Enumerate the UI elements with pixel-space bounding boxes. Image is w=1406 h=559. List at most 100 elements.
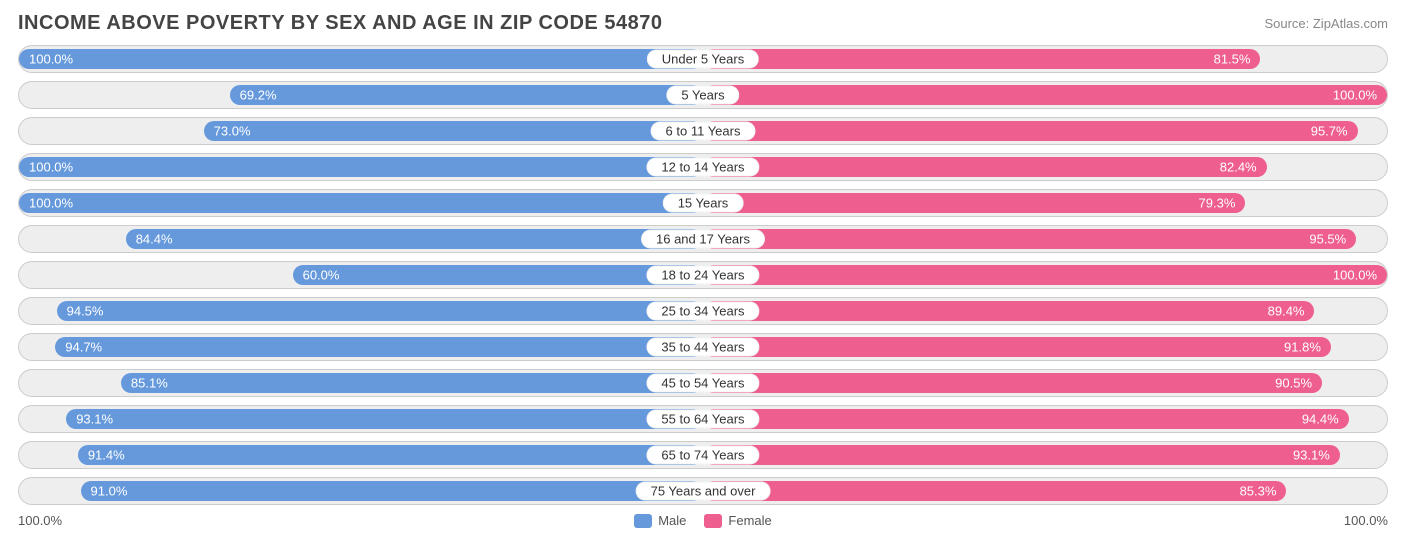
category-label: 16 and 17 Years [641, 230, 765, 249]
female-half: 93.1% [703, 442, 1387, 468]
male-half: 85.1% [19, 370, 703, 396]
legend-male-label: Male [658, 513, 686, 528]
female-value-label: 89.4% [1258, 304, 1315, 319]
female-half: 90.5% [703, 370, 1387, 396]
chart-row: 60.0% 100.0% 18 to 24 Years [18, 261, 1388, 289]
male-value-label: 94.7% [55, 340, 112, 355]
source-label: Source: ZipAtlas.com [1264, 16, 1388, 31]
axis-right-label: 100.0% [1344, 513, 1388, 528]
chart-row: 94.5% 89.4% 25 to 34 Years [18, 297, 1388, 325]
female-half: 85.3% [703, 478, 1387, 504]
male-value-label: 73.0% [204, 124, 261, 139]
male-value-label: 84.4% [126, 232, 183, 247]
female-half: 100.0% [703, 262, 1387, 288]
female-half: 82.4% [703, 154, 1387, 180]
category-label: 12 to 14 Years [646, 158, 759, 177]
male-value-label: 100.0% [19, 52, 83, 67]
chart-row: 100.0%79.3%15 Years [18, 189, 1388, 217]
male-bar [78, 445, 703, 465]
chart-container: INCOME ABOVE POVERTY BY SEX AND AGE IN Z… [0, 0, 1406, 559]
female-value-label: 95.5% [1299, 232, 1356, 247]
male-bar [204, 121, 703, 141]
male-half: 100.0% [19, 154, 703, 180]
female-bar [703, 373, 1322, 393]
category-label: 15 Years [663, 194, 744, 213]
female-bar [703, 157, 1267, 177]
male-bar [126, 229, 703, 249]
female-bar [703, 445, 1340, 465]
female-value-label: 79.3% [1189, 196, 1246, 211]
male-half: 73.0% [19, 118, 703, 144]
female-value-label: 100.0% [1323, 268, 1387, 283]
male-bar [19, 49, 703, 69]
chart-row: 85.1% 90.5% 45 to 54 Years [18, 369, 1388, 397]
male-bar [293, 265, 703, 285]
chart-footer: 100.0% Male Female 100.0% [18, 513, 1388, 528]
female-value-label: 94.4% [1292, 412, 1349, 427]
male-half: 94.5% [19, 298, 703, 324]
male-bar [121, 373, 703, 393]
legend-item-male: Male [634, 513, 686, 528]
axis-left-label: 100.0% [18, 513, 62, 528]
male-value-label: 60.0% [293, 268, 350, 283]
female-value-label: 82.4% [1210, 160, 1267, 175]
male-swatch-icon [634, 514, 652, 528]
male-half: 94.7% [19, 334, 703, 360]
male-bar [81, 481, 703, 501]
legend: Male Female [634, 513, 772, 528]
category-label: 75 Years and over [636, 482, 771, 501]
male-value-label: 91.4% [78, 448, 135, 463]
male-value-label: 69.2% [230, 88, 287, 103]
female-bar [703, 121, 1358, 141]
chart-area: 100.0% 81.5% Under 5 Years 69.2% 100.0% 5 Yea… [18, 45, 1388, 505]
female-half: 95.7% [703, 118, 1387, 144]
category-label: 18 to 24 Years [646, 266, 759, 285]
female-bar [703, 229, 1356, 249]
female-bar [703, 265, 1387, 285]
male-half: 93.1% [19, 406, 703, 432]
female-half: 79.3% [703, 190, 1387, 216]
female-value-label: 100.0% [1323, 88, 1387, 103]
female-bar [703, 49, 1260, 69]
male-value-label: 94.5% [57, 304, 114, 319]
header: INCOME ABOVE POVERTY BY SEX AND AGE IN Z… [18, 12, 1388, 35]
male-value-label: 100.0% [19, 160, 83, 175]
male-value-label: 85.1% [121, 376, 178, 391]
male-bar [57, 301, 703, 321]
female-value-label: 81.5% [1204, 52, 1261, 67]
female-bar [703, 481, 1286, 501]
female-half: 81.5% [703, 46, 1387, 72]
female-value-label: 93.1% [1283, 448, 1340, 463]
chart-row: 100.0% 82.4% 12 to 14 Years [18, 153, 1388, 181]
category-label: 25 to 34 Years [646, 302, 759, 321]
male-bar [230, 85, 703, 105]
legend-female-label: Female [728, 513, 771, 528]
chart-row: 100.0% 81.5% Under 5 Years [18, 45, 1388, 73]
male-value-label: 93.1% [66, 412, 123, 427]
chart-row: 84.4% 95.5% 16 and 17 Years [18, 225, 1388, 253]
category-label: 45 to 54 Years [646, 374, 759, 393]
chart-row: 94.7%91.8%35 to 44 Years [18, 333, 1388, 361]
female-value-label: 85.3% [1230, 484, 1287, 499]
category-label: Under 5 Years [647, 50, 759, 69]
category-label: 6 to 11 Years [651, 122, 756, 141]
chart-row: 91.0% 85.3% 75 Years and over [18, 477, 1388, 505]
male-half: 84.4% [19, 226, 703, 252]
category-label: 5 Years [666, 86, 739, 105]
female-half: 89.4% [703, 298, 1387, 324]
chart-title: INCOME ABOVE POVERTY BY SEX AND AGE IN Z… [18, 12, 662, 35]
female-value-label: 90.5% [1265, 376, 1322, 391]
female-bar [703, 85, 1387, 105]
male-half: 91.4% [19, 442, 703, 468]
chart-row: 69.2% 100.0% 5 Years [18, 81, 1388, 109]
female-half: 91.8% [703, 334, 1387, 360]
category-label: 65 to 74 Years [646, 446, 759, 465]
male-bar [19, 157, 703, 177]
female-swatch-icon [704, 514, 722, 528]
category-label: 55 to 64 Years [646, 410, 759, 429]
female-bar [703, 301, 1314, 321]
male-value-label: 91.0% [81, 484, 138, 499]
chart-row: 93.1% 94.4% 55 to 64 Years [18, 405, 1388, 433]
legend-item-female: Female [704, 513, 771, 528]
female-value-label: 95.7% [1301, 124, 1358, 139]
